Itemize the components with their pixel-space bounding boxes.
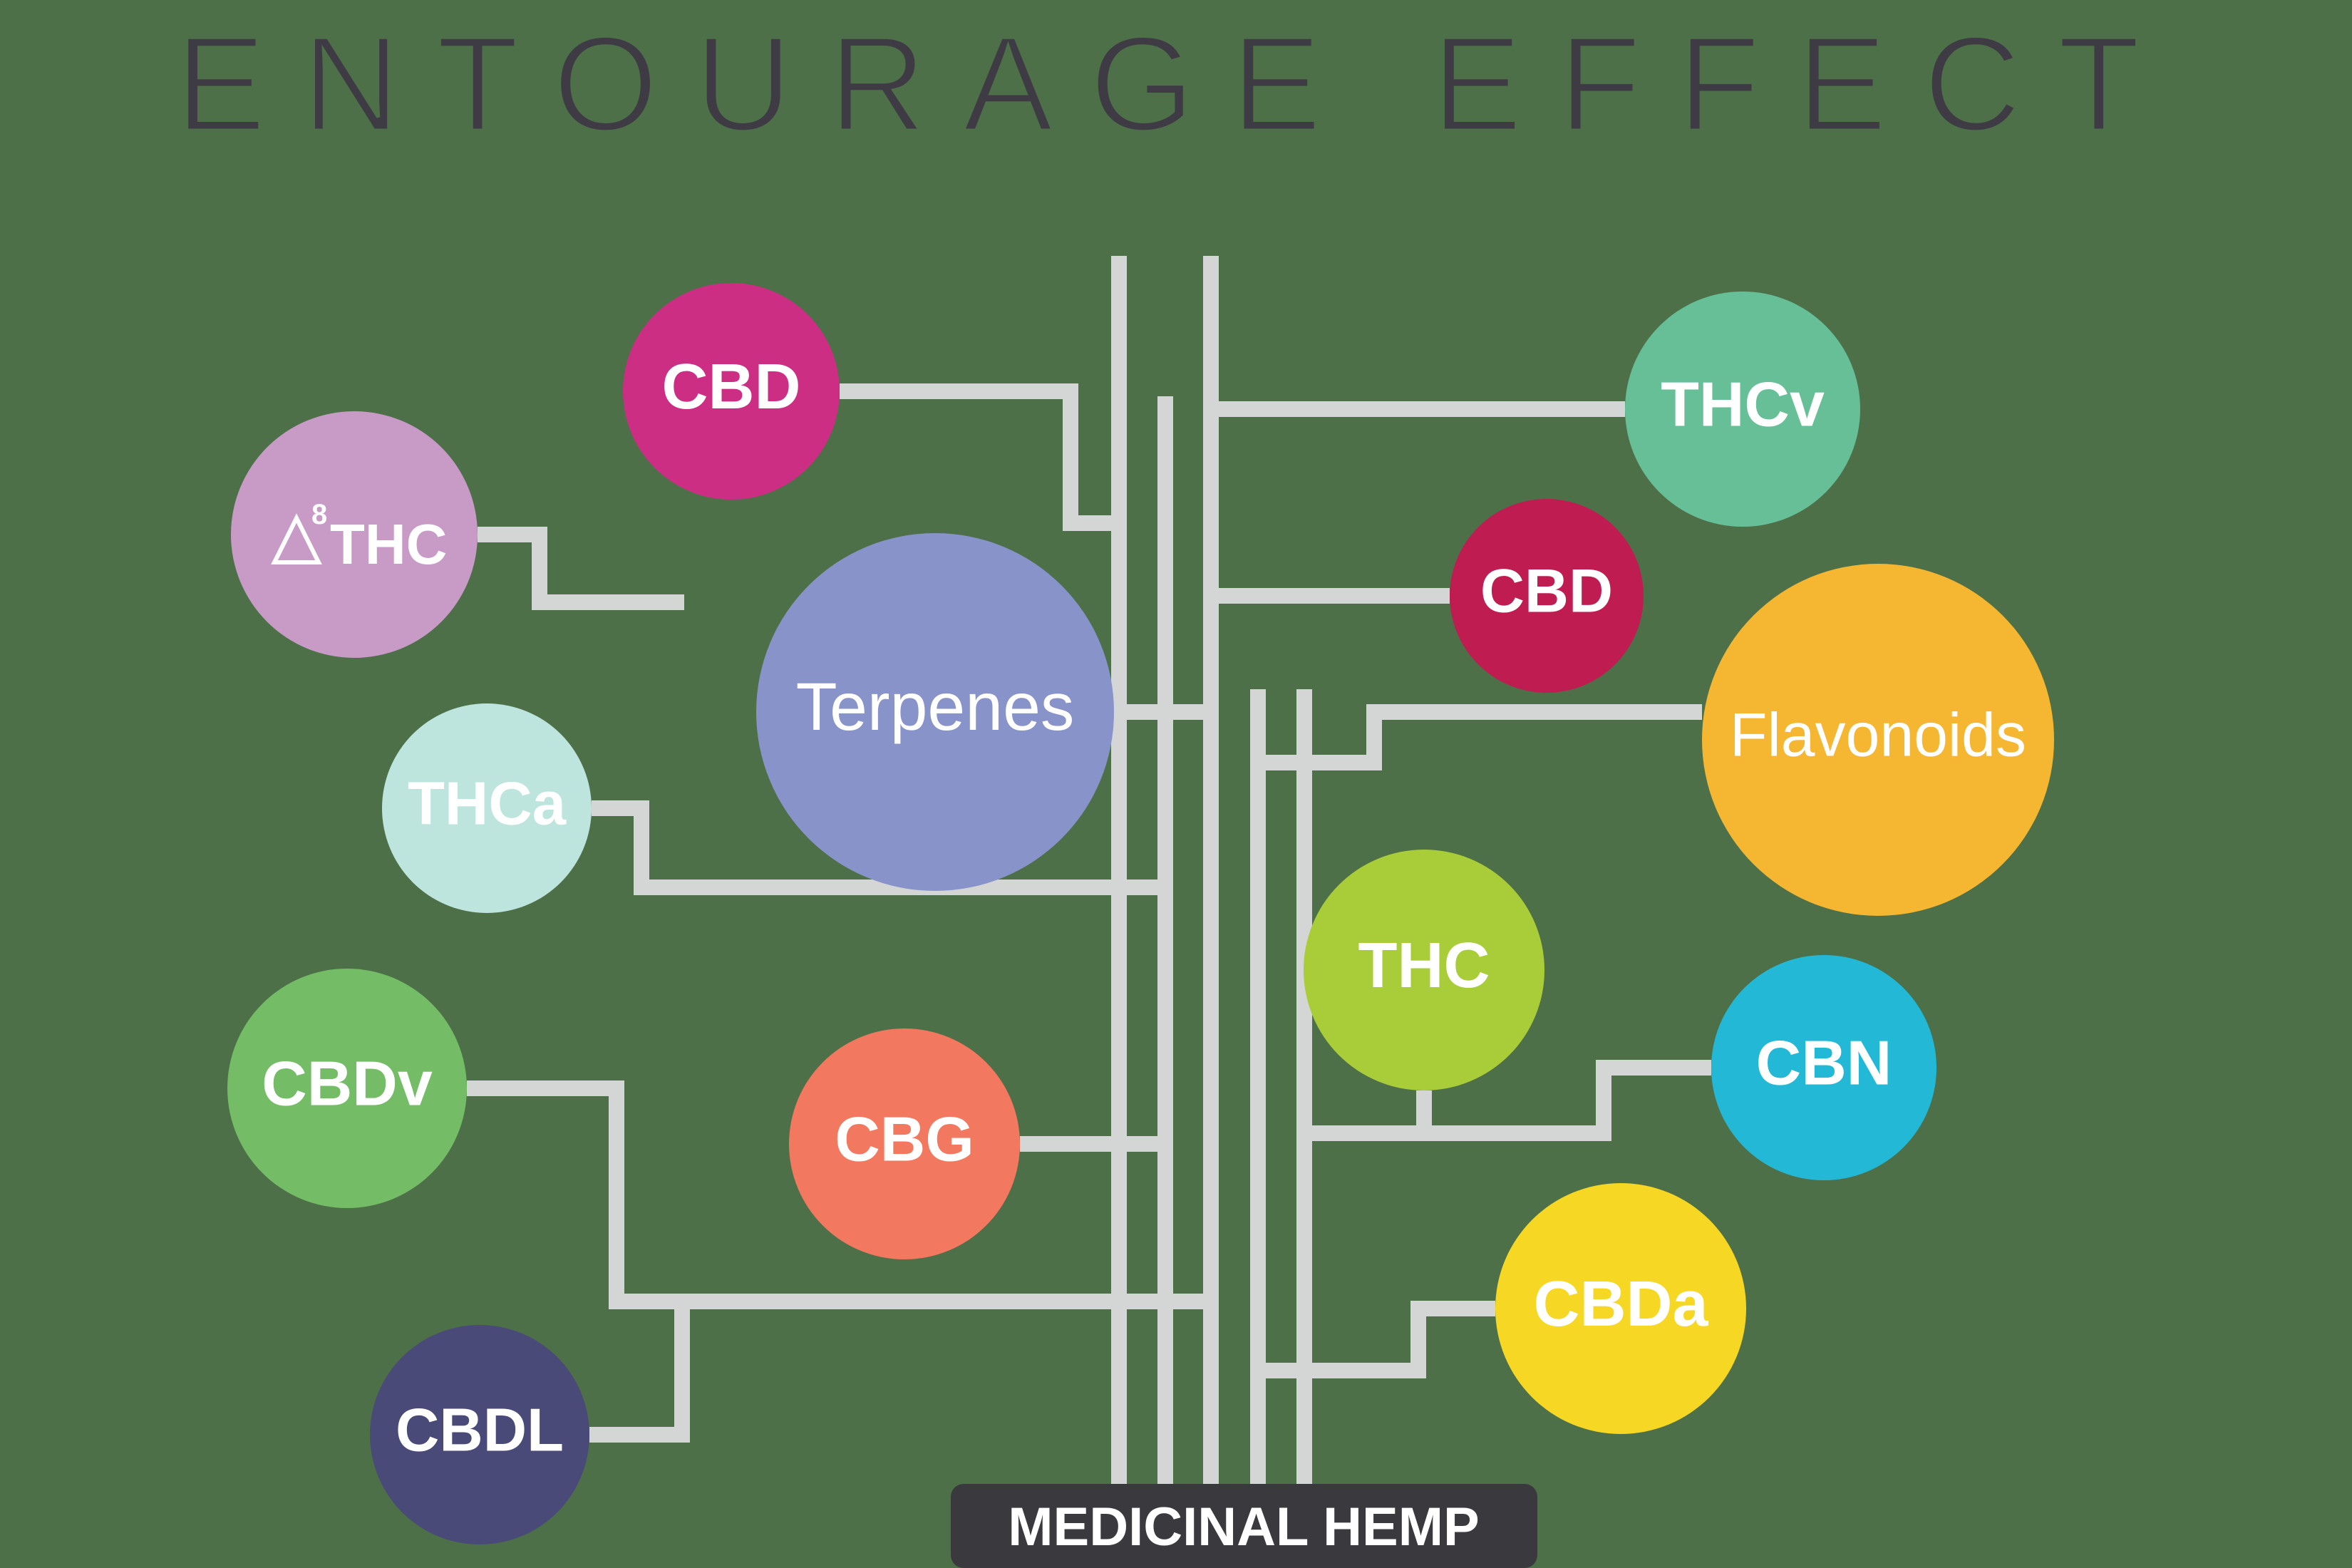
svg-text:MEDICINAL HEMP: MEDICINAL HEMP [1008,1497,1480,1557]
svg-text:CBDa: CBDa [1533,1269,1708,1340]
svg-text:THC: THC [1358,930,1490,1001]
svg-text:THC: THC [330,512,447,576]
svg-text:THCv: THCv [1661,368,1825,439]
svg-text:THCa: THCa [408,770,567,837]
svg-text:Terpenes: Terpenes [796,669,1075,745]
svg-text:CBD: CBD [662,351,801,423]
svg-text:Flavonoids: Flavonoids [1730,701,2026,770]
svg-text:CBN: CBN [1756,1027,1892,1098]
svg-text:8: 8 [311,499,327,530]
svg-text:CBDL: CBDL [396,1396,564,1464]
svg-text:CBG: CBG [835,1103,974,1174]
svg-text:CBD: CBD [1480,557,1613,626]
svg-text:CBDv: CBDv [262,1048,433,1118]
